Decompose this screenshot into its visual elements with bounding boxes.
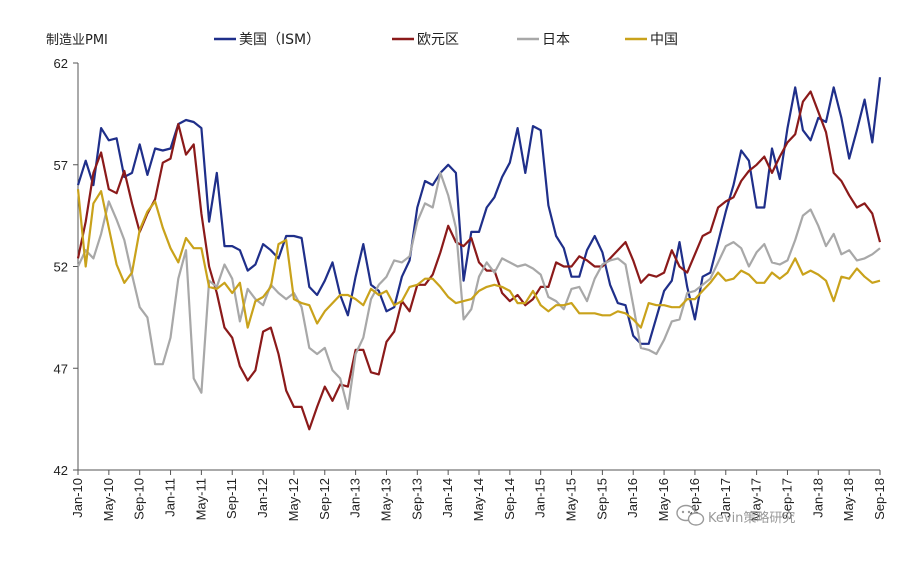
x-tick-label: Jan-17 (718, 478, 733, 518)
x-tick-label: Sep-13 (409, 478, 424, 520)
x-tick-label: Jan-12 (255, 478, 270, 518)
y-tick-label: 47 (54, 361, 68, 376)
y-tick-label: 52 (54, 260, 68, 275)
y-axis-ticks: 42 47 52 57 62 (54, 56, 78, 478)
series-lines (76, 77, 882, 431)
y-tick-label: 42 (54, 463, 68, 478)
x-tick-label: Sep-10 (132, 478, 147, 520)
watermark: Kevin策略研究 (676, 504, 795, 526)
x-tick-label: Jan-15 (533, 478, 548, 518)
series-line-3 (76, 189, 881, 329)
x-tick-label: Jan-14 (440, 478, 455, 518)
legend: 美国（ISM） 欧元区 日本 中国 (214, 32, 678, 48)
x-tick-label: Sep-17 (779, 478, 794, 520)
x-tick-label: Sep-18 (872, 478, 887, 520)
series-line-2 (77, 171, 881, 410)
series-line-0 (76, 77, 882, 345)
legend-label: 中国 (650, 32, 678, 48)
x-tick-label: Sep-15 (594, 478, 609, 520)
x-tick-label: May-16 (656, 478, 671, 521)
wechat-icon (676, 504, 705, 526)
watermark-text: Kevin策略研究 (708, 510, 795, 526)
y-axis-title: 制造业PMI (46, 33, 108, 48)
x-tick-label: Jan-11 (163, 478, 178, 517)
x-tick-label: Jan-18 (810, 478, 825, 518)
x-tick-label: Jan-10 (70, 478, 85, 518)
legend-label: 美国（ISM） (239, 32, 320, 48)
x-tick-label: Sep-11 (224, 478, 239, 519)
x-tick-label: May-12 (286, 478, 301, 521)
x-tick-label: May-11 (193, 478, 208, 520)
x-tick-label: Jan-16 (625, 478, 640, 518)
x-tick-label: Sep-16 (687, 478, 702, 520)
x-tick-label: May-13 (378, 478, 393, 521)
x-tick-label: Jan-13 (348, 478, 363, 518)
legend-label: 欧元区 (417, 32, 459, 48)
y-tick-label: 62 (54, 56, 68, 71)
axes (77, 63, 880, 471)
x-tick-label: Sep-14 (502, 478, 517, 520)
y-tick-label: 57 (54, 158, 68, 173)
x-tick-label: May-10 (101, 478, 116, 521)
x-tick-label: May-15 (564, 478, 579, 521)
series-line-1 (76, 90, 882, 431)
x-tick-label: Sep-12 (317, 478, 332, 520)
x-tick-label: May-18 (841, 478, 856, 521)
x-tick-label: May-17 (749, 478, 764, 521)
x-axis-ticks: Jan-10 May-10 Sep-10 Jan-11 May-11 Sep-11 Jan-… (70, 470, 887, 521)
legend-label: 日本 (542, 32, 570, 48)
x-tick-label: May-14 (471, 478, 486, 521)
